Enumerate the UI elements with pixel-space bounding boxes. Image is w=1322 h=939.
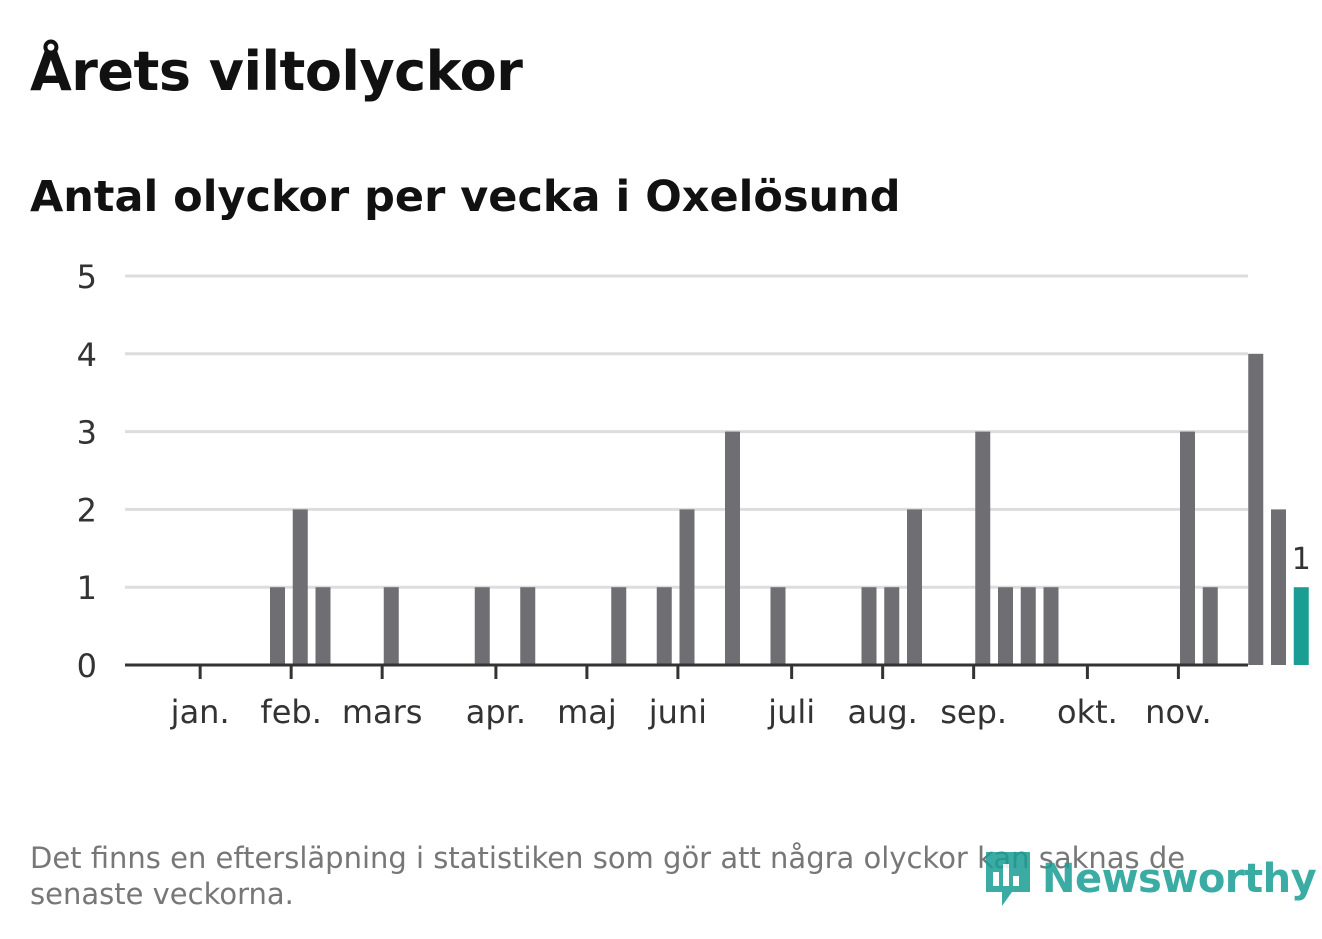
- bar: [725, 431, 740, 665]
- bar: [656, 587, 672, 665]
- bar-chart: 0 1 2 3 4 5 jan. feb. mars apr. maj juni juli aug. se…: [77, 258, 1311, 731]
- bar: [474, 587, 490, 665]
- x-tick-label: sep.: [940, 693, 1007, 731]
- bar-labels: 1: [1292, 542, 1311, 577]
- x-tick-label: maj: [557, 693, 617, 731]
- newsworthy-logo: Newsworthy: [982, 848, 1317, 910]
- bars: [270, 353, 1309, 665]
- bar: [1043, 587, 1059, 665]
- bar: [998, 587, 1013, 665]
- x-tick-label: aug.: [847, 693, 917, 731]
- bar: [861, 587, 877, 665]
- bar: [520, 587, 536, 665]
- y-axis: 0 1 2 3 4 5: [77, 258, 97, 685]
- bar: [907, 509, 922, 665]
- bar: [611, 587, 627, 665]
- bar: [770, 587, 786, 665]
- y-tick-label: 0: [77, 647, 97, 685]
- y-tick-label: 3: [77, 414, 97, 452]
- x-tick-label: mars: [342, 693, 423, 731]
- x-tick-label: apr.: [466, 693, 526, 731]
- chart-title: Årets viltolyckor: [30, 40, 523, 103]
- y-tick-label: 4: [77, 336, 97, 374]
- bar: [975, 431, 991, 665]
- bar-chart-bubble-icon: [986, 852, 1030, 906]
- bar: [679, 509, 695, 665]
- bar: [1020, 587, 1036, 665]
- x-tick-label: nov.: [1145, 693, 1211, 731]
- bar: [1202, 587, 1218, 665]
- bar: [383, 587, 399, 665]
- bar: [270, 587, 285, 665]
- bar: [1271, 509, 1286, 665]
- x-tick-label: feb.: [260, 693, 321, 731]
- chart-subtitle: Antal olyckor per vecka i Oxelösund: [30, 172, 901, 222]
- x-tick-label: okt.: [1057, 693, 1118, 731]
- bar-current-week: [1293, 587, 1309, 665]
- bar: [292, 509, 308, 665]
- x-tick-label: juli: [767, 693, 815, 731]
- bar: [315, 587, 331, 665]
- highlight-bar-label: 1: [1292, 542, 1311, 577]
- y-tick-label: 1: [77, 569, 97, 607]
- bar: [884, 587, 900, 665]
- x-tick-label: jan.: [170, 693, 230, 731]
- y-tick-label: 2: [77, 491, 97, 529]
- brand-name: Newsworthy: [1042, 856, 1317, 902]
- y-tick-label: 5: [77, 258, 97, 296]
- x-axis: jan. feb. mars apr. maj juni juli aug. sep. okt. n…: [125, 663, 1248, 731]
- bar: [1180, 431, 1195, 665]
- x-tick-label: juni: [648, 693, 707, 731]
- bar: [1248, 353, 1264, 665]
